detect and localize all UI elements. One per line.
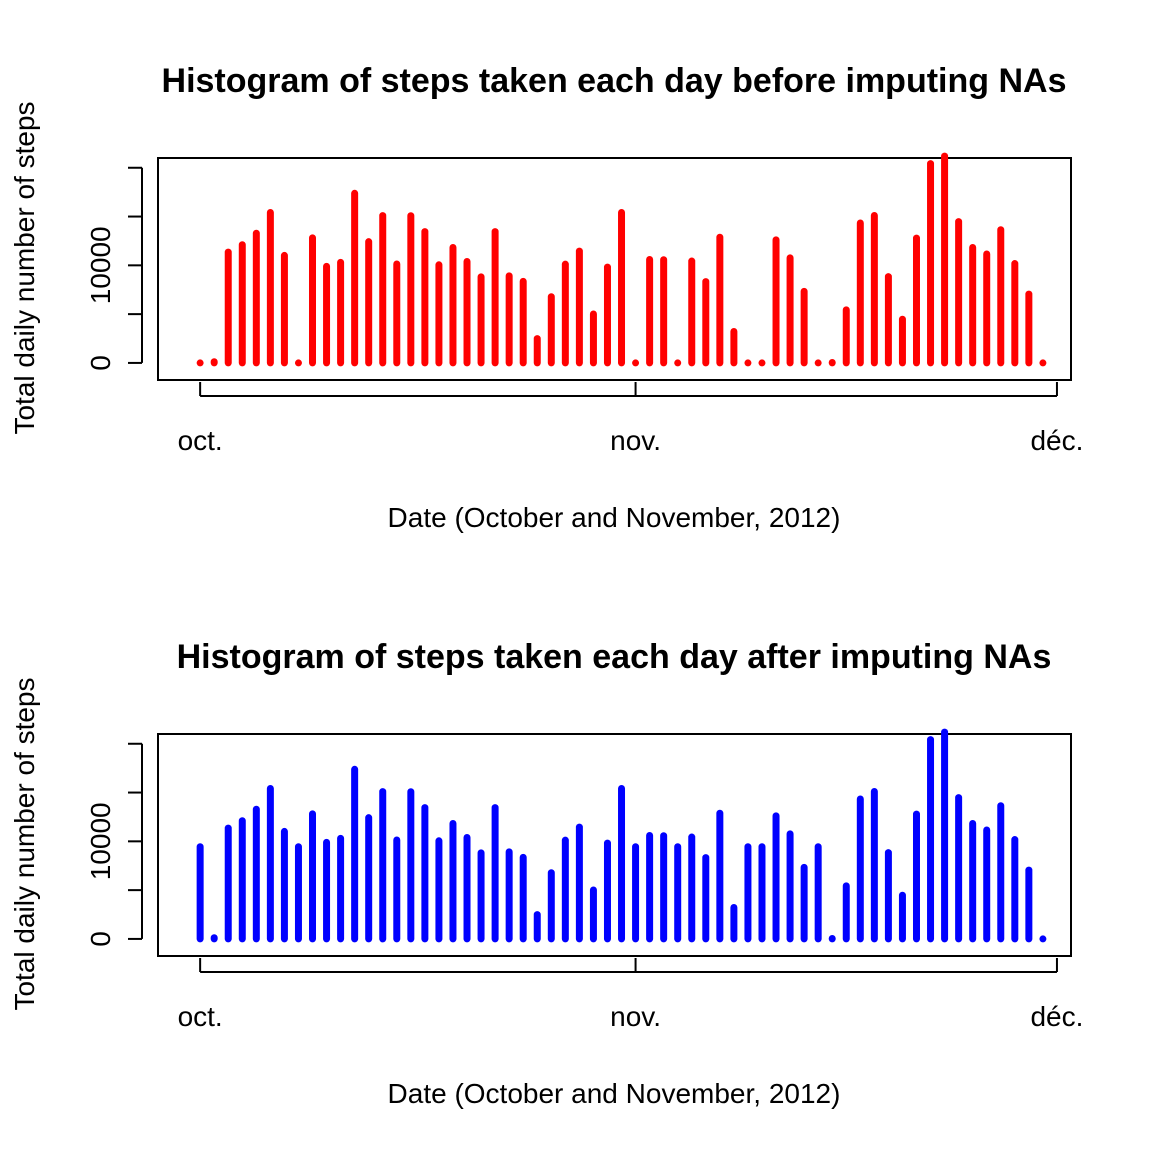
x-tick-label: déc. bbox=[1030, 1001, 1083, 1032]
chart-title: Histogram of steps taken each day after … bbox=[177, 638, 1052, 676]
x-tick-label: nov. bbox=[610, 425, 661, 456]
x-axis-label: Date (October and November, 2012) bbox=[388, 1078, 841, 1109]
y-tick-label: 0 bbox=[85, 355, 116, 371]
y-tick-label: 10000 bbox=[85, 802, 116, 880]
x-axis-label: Date (October and November, 2012) bbox=[388, 502, 841, 533]
y-axis-label: Total daily number of steps bbox=[9, 677, 40, 1010]
chart-panel-1: Histogram of steps taken each day before… bbox=[9, 62, 1083, 533]
y-axis-label: Total daily number of steps bbox=[9, 101, 40, 434]
x-tick-label: nov. bbox=[610, 1001, 661, 1032]
chart-panel-2: Histogram of steps taken each day after … bbox=[9, 638, 1083, 1109]
plot-frame bbox=[157, 157, 1072, 381]
y-tick-label: 10000 bbox=[85, 226, 116, 304]
chart-title: Histogram of steps taken each day before… bbox=[162, 62, 1067, 100]
x-tick-label: oct. bbox=[178, 1001, 223, 1032]
plot-frame bbox=[157, 733, 1072, 957]
x-tick-label: oct. bbox=[178, 425, 223, 456]
y-tick-label: 0 bbox=[85, 931, 116, 947]
x-tick-label: déc. bbox=[1030, 425, 1083, 456]
